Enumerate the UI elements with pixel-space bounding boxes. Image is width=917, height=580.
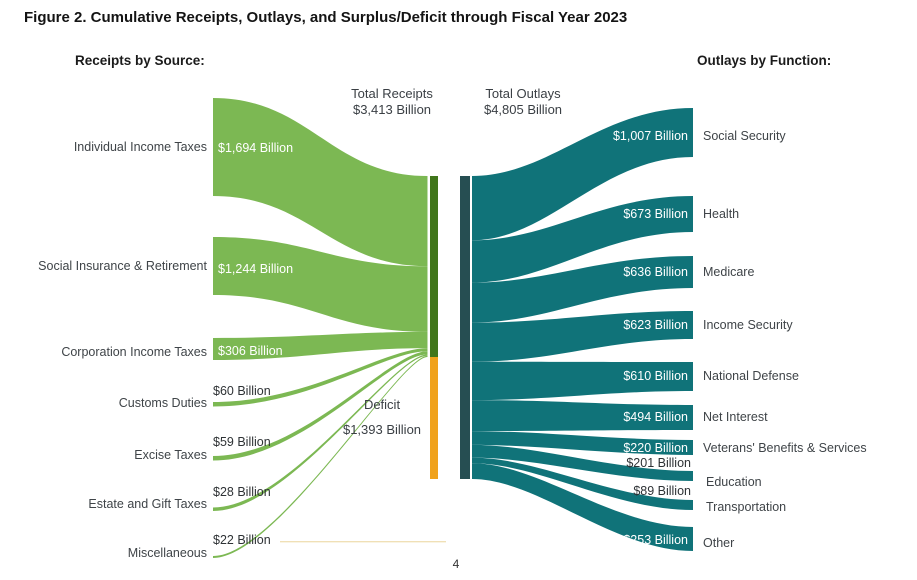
figure-title: Figure 2. Cumulative Receipts, Outlays, … [24, 9, 628, 26]
receipt-label-estate-and-gift-taxes: Estate and Gift Taxes [88, 497, 207, 511]
receipt-label-individual-income-taxes: Individual Income Taxes [73, 140, 207, 154]
flow-outlay-transportation [472, 457, 693, 510]
receipt-value-corporation-income-taxes: $306 Billion [218, 344, 283, 358]
receipt-value-estate-and-gift-taxes: $28 Billion [213, 485, 271, 499]
total-receipts-block: Total Receipts $3,413 Billion [327, 86, 457, 117]
receipt-label-corporation-income-taxes: Corporation Income Taxes [61, 345, 207, 359]
receipt-label-social-insurance-retirement: Social Insurance & Retirement [38, 259, 207, 273]
miscellaneous-trace-line [280, 541, 446, 543]
outlay-label-education: Education [706, 475, 762, 489]
outlay-value-veterans-benefits-services: $220 Billion [623, 441, 688, 455]
flow-outlay-social-security [472, 108, 693, 241]
receipt-value-excise-taxes: $59 Billion [213, 435, 271, 449]
total-outlays-block: Total Outlays $4,805 Billion [458, 86, 588, 117]
flow-receipt-social-insurance-retirement [213, 237, 428, 332]
deficit-value: $1,393 Billion [342, 422, 422, 437]
total-outlays-label: Total Outlays [485, 86, 561, 101]
outlay-value-income-security: $623 Billion [623, 318, 688, 332]
flow-receipt-individual-income-taxes [213, 98, 428, 267]
outlay-value-other: $253 Billion [623, 533, 688, 547]
deficit-label: Deficit [363, 397, 401, 412]
page-number: 4 [452, 557, 460, 571]
receipt-value-customs-duties: $60 Billion [213, 384, 271, 398]
outlay-value-health: $673 Billion [623, 207, 688, 221]
flow-outlay-education [472, 444, 693, 481]
outlay-label-net-interest: Net Interest [703, 410, 768, 424]
outlay-label-transportation: Transportation [706, 500, 787, 514]
outlay-label-veterans-benefits-services: Veterans' Benefits & Services [703, 441, 867, 455]
flow-receipt-customs-duties [213, 348, 428, 407]
outlay-value-medicare: $636 Billion [623, 265, 688, 279]
outlays-section-header: Outlays by Function: [697, 53, 832, 68]
outlay-label-health: Health [703, 207, 740, 221]
outlay-label-other: Other [703, 536, 735, 550]
flow-outlay-veterans-benefits-services [472, 431, 693, 455]
total-receipts-bar [430, 176, 438, 357]
outlay-value-education: $201 Billion [626, 456, 691, 470]
total-receipts-label: Total Receipts [351, 86, 433, 101]
outlay-value-national-defense: $610 Billion [623, 369, 688, 383]
total-outlays-value: $4,805 Billion [483, 101, 563, 117]
flow-outlay-income-security [472, 311, 693, 362]
outlay-value-transportation: $89 Billion [633, 484, 691, 498]
total-outlays-bar [460, 176, 470, 479]
receipt-label-customs-duties: Customs Duties [118, 396, 207, 410]
flow-outlay-national-defense [472, 361, 693, 401]
flow-outlay-other [472, 463, 693, 551]
flow-outlay-health [472, 196, 693, 283]
receipt-label-excise-taxes: Excise Taxes [134, 448, 207, 462]
receipt-value-miscellaneous: $22 Billion [213, 533, 271, 547]
receipts-section-header: Receipts by Source: [75, 53, 205, 68]
receipt-label-miscellaneous: Miscellaneous [127, 546, 207, 560]
outlay-value-social-security: $1,007 Billion [612, 129, 688, 143]
flow-outlay-net-interest [472, 400, 693, 432]
deficit-bar [430, 357, 438, 479]
outlay-label-national-defense: National Defense [703, 369, 799, 383]
receipt-value-individual-income-taxes: $1,694 Billion [218, 141, 294, 155]
receipt-value-social-insurance-retirement: $1,244 Billion [218, 262, 294, 276]
outlay-label-income-security: Income Security [703, 318, 793, 332]
total-receipts-value: $3,413 Billion [352, 101, 432, 117]
flow-receipt-corporation-income-taxes [213, 331, 428, 360]
outlay-label-social-security: Social Security [703, 129, 786, 143]
outlay-label-medicare: Medicare [703, 265, 755, 279]
outlay-value-net-interest: $494 Billion [623, 410, 688, 424]
flow-outlay-medicare [472, 256, 693, 323]
